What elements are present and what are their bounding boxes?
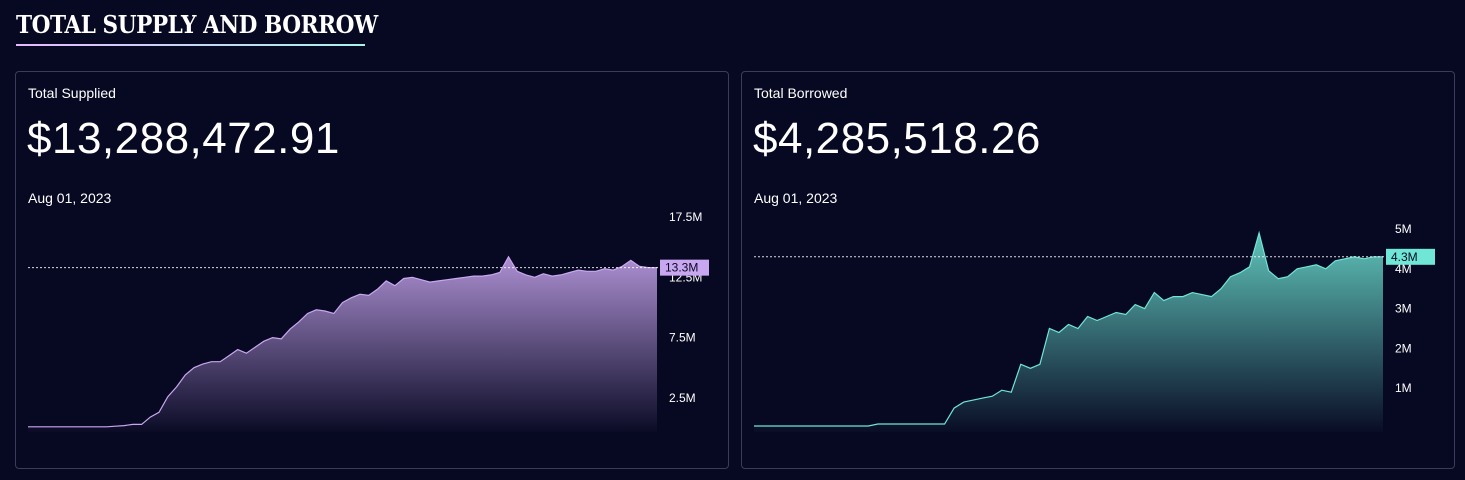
- card-value: $4,285,518.26: [753, 114, 1041, 163]
- card-value: $13,288,472.91: [27, 114, 340, 163]
- y-tick-label: 2M: [1395, 341, 1412, 355]
- card-label: Total Supplied: [28, 85, 116, 101]
- series-area: [28, 256, 657, 432]
- page-title: TOTAL SUPPLY AND BORROW: [16, 10, 378, 39]
- y-tick-label: 5M: [1395, 222, 1412, 236]
- card-date: Aug 01, 2023: [754, 190, 838, 206]
- y-tick-label: 17.5M: [669, 210, 702, 224]
- current-value-tag: [1386, 248, 1435, 265]
- current-value-label: 4.3M: [1391, 250, 1418, 264]
- borrowed-area-chart[interactable]: 1M 2M 3M 4M 5M 4.3M: [742, 72, 1454, 468]
- y-tick-label: 1M: [1395, 381, 1412, 395]
- y-tick-label: 4M: [1395, 262, 1412, 276]
- y-tick-label: 3M: [1395, 302, 1412, 316]
- total-borrowed-card: Total Borrowed $4,285,518.26 Aug 01, 202…: [741, 71, 1455, 469]
- total-supplied-card: Total Supplied $13,288,472.91 Aug 01, 20…: [15, 71, 729, 469]
- current-value-tag: [660, 259, 709, 276]
- card-date: Aug 01, 2023: [28, 190, 112, 206]
- current-value-label: 13.3M: [665, 261, 698, 275]
- card-label: Total Borrowed: [754, 85, 848, 101]
- series-line: [754, 230, 1383, 427]
- series-line: [28, 255, 657, 428]
- y-tick-label: 7.5M: [669, 331, 696, 345]
- y-tick-label: 2.5M: [669, 391, 696, 405]
- series-area: [754, 232, 1383, 432]
- title-underline: [16, 44, 365, 46]
